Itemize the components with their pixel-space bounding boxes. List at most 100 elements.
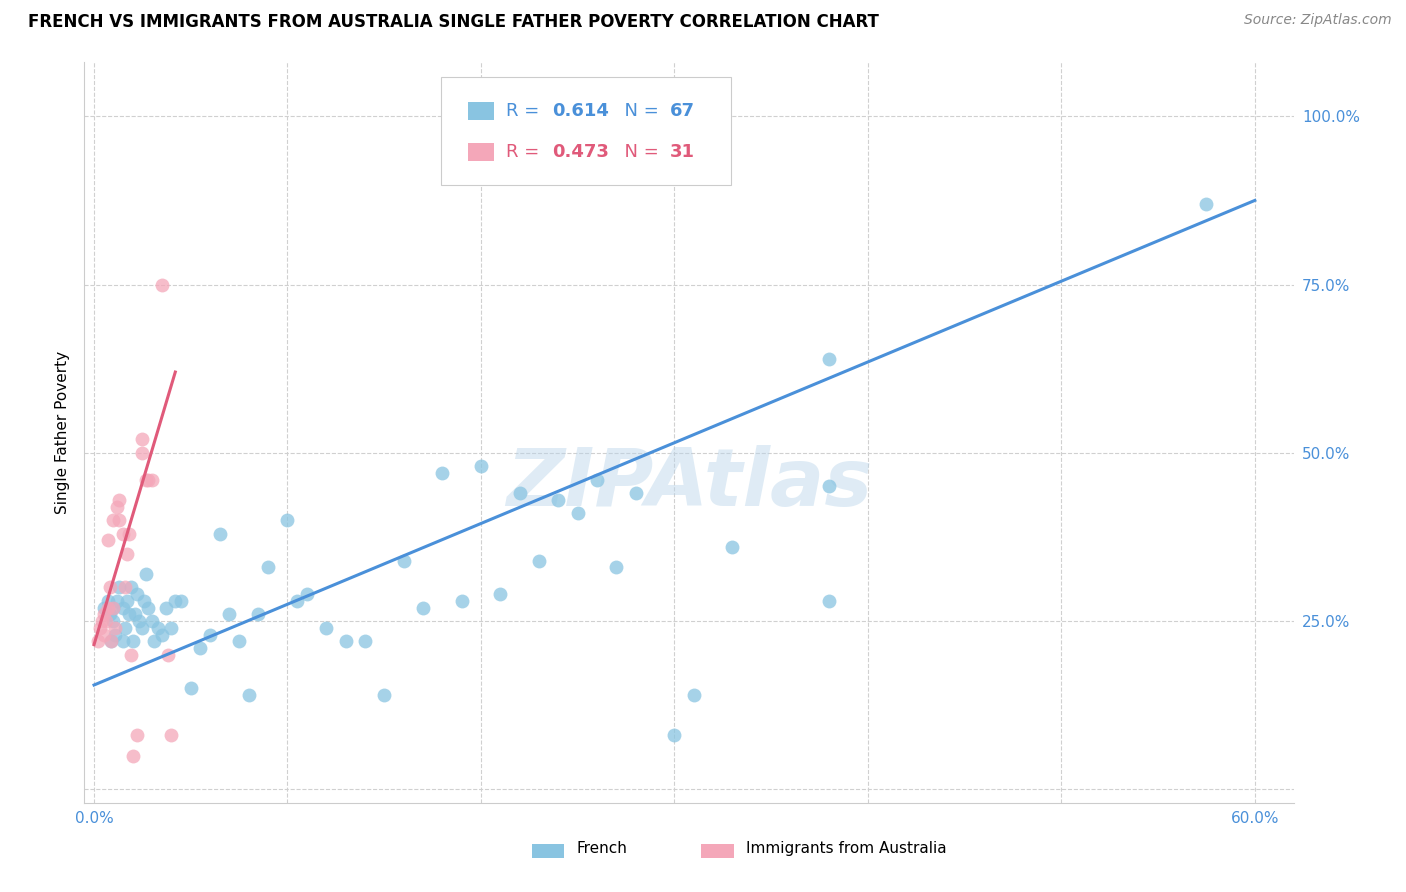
Text: N =: N = bbox=[613, 143, 664, 161]
Point bbox=[160, 729, 183, 743]
Point bbox=[156, 648, 179, 662]
Point bbox=[103, 614, 125, 628]
Point bbox=[97, 600, 120, 615]
Point bbox=[605, 560, 627, 574]
Point bbox=[218, 607, 240, 622]
FancyBboxPatch shape bbox=[531, 844, 564, 858]
Text: ZIPAtlas: ZIPAtlas bbox=[506, 445, 872, 524]
Point bbox=[547, 492, 569, 507]
Text: 67: 67 bbox=[669, 102, 695, 120]
Point bbox=[98, 581, 121, 595]
Point bbox=[150, 277, 173, 292]
Point bbox=[180, 681, 202, 696]
Text: R =: R = bbox=[506, 143, 546, 161]
Point bbox=[135, 566, 157, 581]
Point bbox=[150, 627, 173, 641]
Point bbox=[112, 526, 135, 541]
FancyBboxPatch shape bbox=[441, 78, 731, 185]
Point bbox=[114, 621, 136, 635]
Point bbox=[125, 729, 148, 743]
Point bbox=[103, 600, 125, 615]
Point bbox=[257, 560, 280, 574]
Text: Source: ZipAtlas.com: Source: ZipAtlas.com bbox=[1244, 13, 1392, 28]
Point bbox=[624, 486, 647, 500]
Point bbox=[818, 351, 841, 366]
Point bbox=[295, 587, 318, 601]
Point bbox=[165, 594, 187, 608]
Point bbox=[114, 581, 136, 595]
Text: N =: N = bbox=[613, 102, 664, 120]
Point bbox=[818, 594, 841, 608]
Point bbox=[141, 473, 163, 487]
Point bbox=[392, 553, 415, 567]
Point bbox=[141, 614, 163, 628]
Point bbox=[100, 634, 122, 648]
Point bbox=[285, 594, 308, 608]
Point bbox=[354, 634, 377, 648]
Point bbox=[470, 459, 492, 474]
Text: 31: 31 bbox=[669, 143, 695, 161]
Point bbox=[155, 600, 177, 615]
Point bbox=[93, 607, 115, 622]
Point bbox=[100, 634, 122, 648]
Point bbox=[818, 479, 841, 493]
Point bbox=[134, 594, 156, 608]
Point bbox=[120, 648, 142, 662]
Point bbox=[90, 614, 112, 628]
Point bbox=[115, 547, 138, 561]
Point bbox=[103, 513, 125, 527]
Point bbox=[432, 466, 454, 480]
Text: French: French bbox=[576, 841, 627, 856]
Text: Immigrants from Australia: Immigrants from Australia bbox=[745, 841, 946, 856]
Point bbox=[121, 634, 143, 648]
Point bbox=[131, 621, 153, 635]
Point bbox=[450, 594, 472, 608]
Point bbox=[104, 621, 127, 635]
Point bbox=[315, 621, 337, 635]
Point bbox=[128, 614, 150, 628]
Point bbox=[190, 640, 212, 655]
Point bbox=[118, 607, 141, 622]
Point bbox=[115, 594, 138, 608]
Point bbox=[335, 634, 357, 648]
Point bbox=[94, 614, 117, 628]
Point bbox=[97, 594, 120, 608]
Point bbox=[120, 581, 142, 595]
Point bbox=[160, 621, 183, 635]
Point bbox=[105, 594, 128, 608]
Text: R =: R = bbox=[506, 102, 546, 120]
Point bbox=[198, 627, 221, 641]
Point bbox=[135, 473, 157, 487]
Point bbox=[97, 533, 120, 548]
Point bbox=[489, 587, 512, 601]
Point bbox=[276, 513, 298, 527]
Point bbox=[136, 600, 159, 615]
Point bbox=[586, 473, 609, 487]
Point bbox=[93, 600, 115, 615]
Point bbox=[93, 627, 115, 641]
Point bbox=[118, 526, 141, 541]
Point bbox=[721, 540, 744, 554]
Point bbox=[170, 594, 193, 608]
Point bbox=[509, 486, 531, 500]
Point bbox=[103, 600, 125, 615]
Text: FRENCH VS IMMIGRANTS FROM AUSTRALIA SINGLE FATHER POVERTY CORRELATION CHART: FRENCH VS IMMIGRANTS FROM AUSTRALIA SING… bbox=[28, 13, 879, 31]
Point bbox=[143, 634, 166, 648]
Point bbox=[108, 492, 131, 507]
Point bbox=[373, 688, 395, 702]
Text: 0.614: 0.614 bbox=[553, 102, 609, 120]
Point bbox=[682, 688, 704, 702]
Point bbox=[108, 581, 131, 595]
Point bbox=[131, 433, 153, 447]
Point bbox=[87, 634, 110, 648]
Point bbox=[108, 513, 131, 527]
Point bbox=[136, 473, 159, 487]
Point bbox=[131, 446, 153, 460]
Point bbox=[112, 600, 135, 615]
Point bbox=[664, 729, 686, 743]
Point bbox=[146, 621, 169, 635]
Point bbox=[89, 621, 111, 635]
Text: 0.473: 0.473 bbox=[553, 143, 609, 161]
Point bbox=[247, 607, 270, 622]
Point bbox=[105, 500, 128, 514]
